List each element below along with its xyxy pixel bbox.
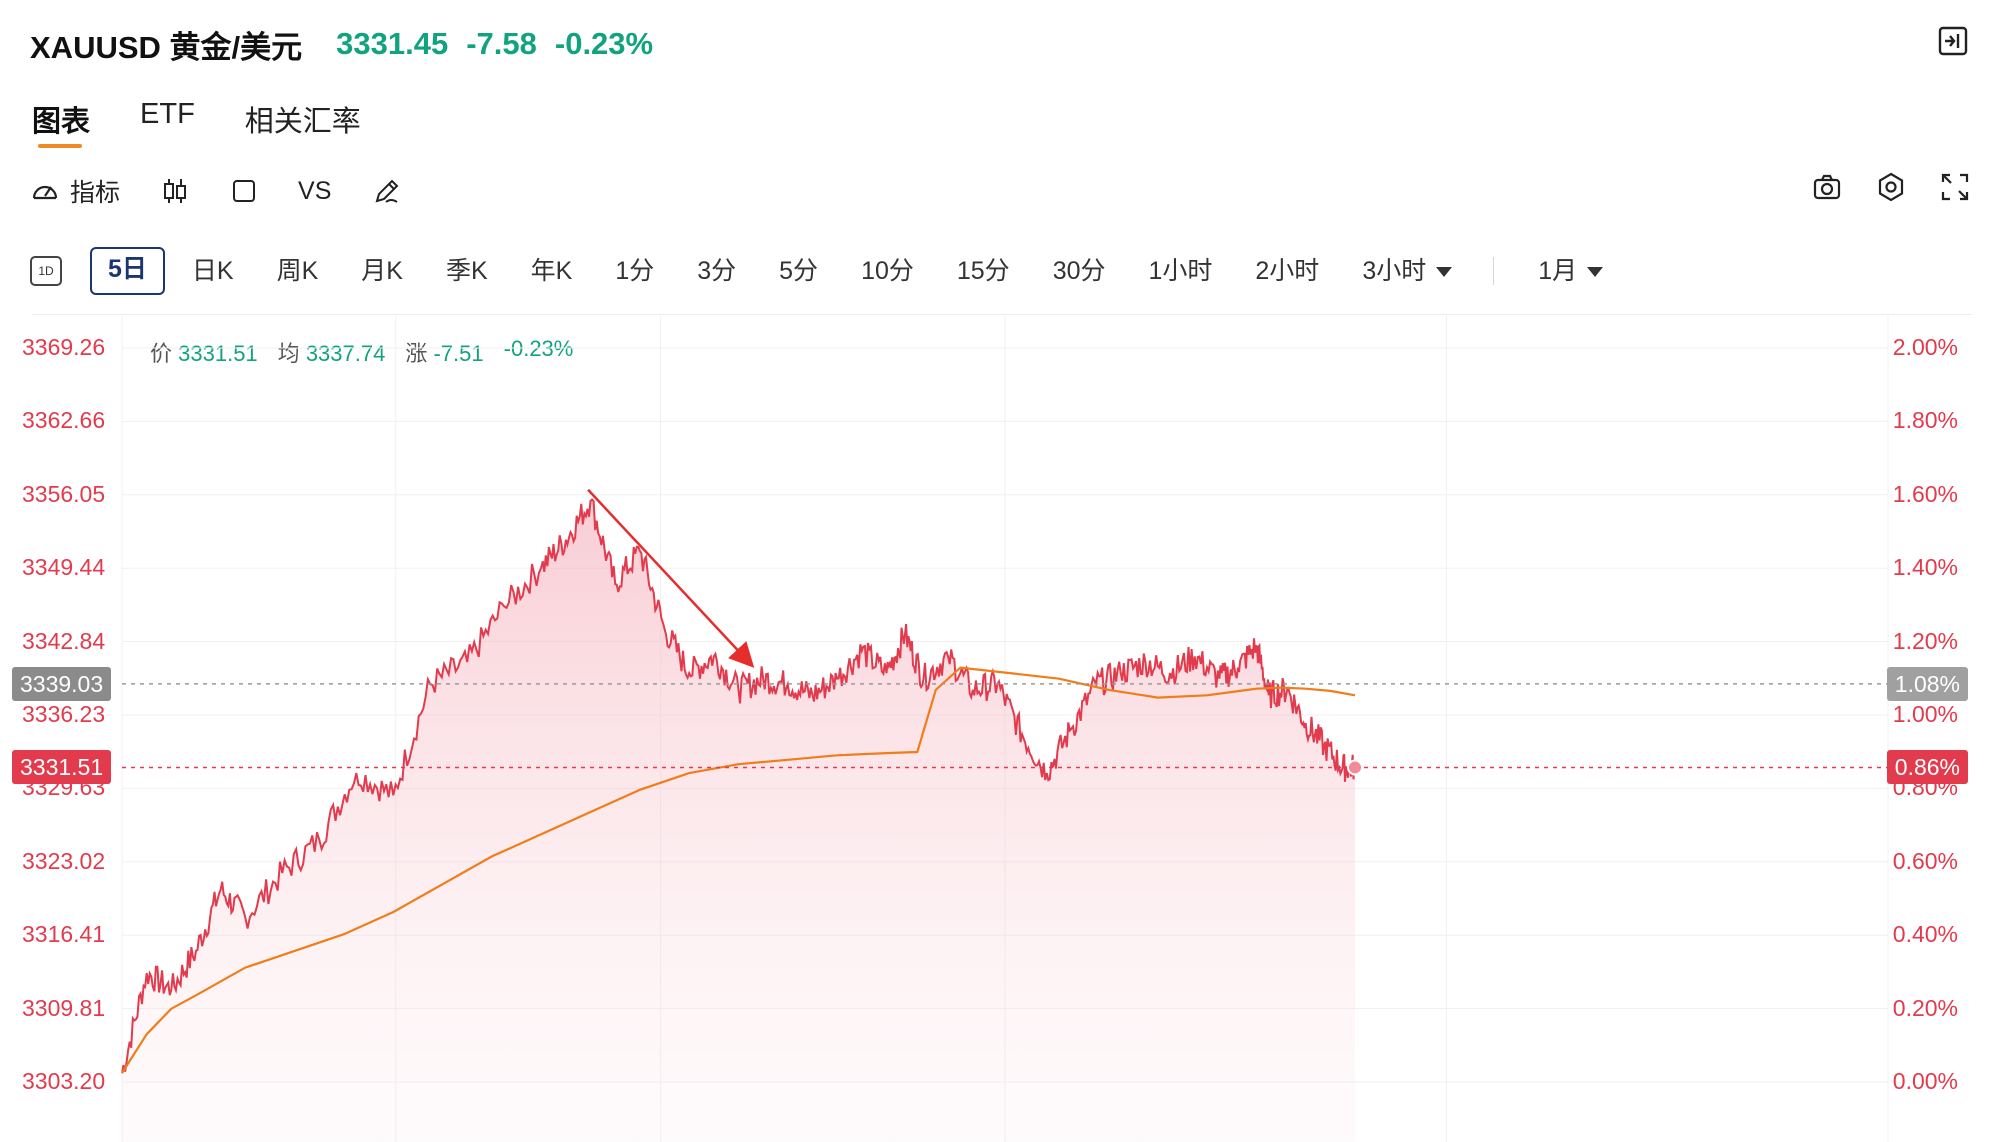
indicators-button[interactable]: 指标 [30,173,120,209]
y-tick-label-left: 3316.41 [22,921,106,948]
current-price-tag-left: 3331.51 [12,750,112,785]
y-tick-label-left: 3362.66 [22,407,106,434]
info-price-label: 价 [150,341,173,366]
price-change: -7.58 [466,26,537,61]
period-15min[interactable]: 15分 [956,257,1010,285]
average-line [121,666,1356,1074]
y-tick-label-left: 3303.20 [22,1068,106,1094]
chart-toolbar: 指标 VS [30,170,403,212]
quote-header: XAUUSD 黄金/美元 3331.45 -7.58 -0.23% [30,18,653,70]
y-tick-label-right: 0.40% [1892,921,1958,948]
period-3h-dropdown[interactable]: 3小时 [1346,249,1468,293]
period-month[interactable]: 月K [361,257,403,285]
info-chg-label: 涨 [405,341,428,366]
y-tick-label-right: 1.60% [1892,480,1958,507]
square-icon[interactable] [230,177,258,205]
y-tick-label-left: 3369.26 [22,334,106,360]
tab-related-fx[interactable]: 相关汇率 [244,106,361,138]
info-price: 价 3331.51 [150,336,258,368]
y-tick-label-left: 3349.44 [22,554,106,581]
symbol-title: XAUUSD 黄金/美元 [30,29,303,65]
period-day[interactable]: 日K [191,257,234,285]
period-5d[interactable]: 5日 [90,247,165,295]
period-2h[interactable]: 2小时 [1255,257,1320,285]
period-week[interactable]: 周K [276,257,319,285]
indicators-label: 指标 [70,179,121,207]
period-3min[interactable]: 3分 [697,257,737,285]
toolbar-divider [32,314,1972,315]
settings-icon[interactable] [1876,172,1906,202]
y-tick-label-left: 3309.81 [22,994,106,1021]
prev-close-tag-left: 3339.03 [12,666,112,701]
tab-etf[interactable]: ETF [140,98,195,130]
tab-chart[interactable]: 图表 [32,106,91,138]
current-price-tag-right: 0.86% [1886,750,1968,785]
y-tick-label-left: 3356.05 [22,480,106,507]
info-avg-value: 3337.74 [305,341,386,366]
info-avg-label: 均 [277,341,300,366]
quote-values: 3331.45 -7.58 -0.23% [336,26,653,62]
period-year[interactable]: 年K [530,257,573,285]
period-1h[interactable]: 1小时 [1148,257,1213,285]
crosshair-info: 价 3331.51 均 3337.74 涨 -7.51 -0.23% [150,336,573,368]
range-label: 1月 [1538,257,1578,285]
period-5min[interactable]: 5分 [779,257,819,285]
period-1d-icon[interactable]: 1D [30,256,62,286]
chart-series [121,488,1888,1142]
info-chg: 涨 -7.51 [405,336,483,368]
price-area-fill [122,499,1355,1142]
fullscreen-icon[interactable] [1940,172,1970,202]
chevron-down-icon [1587,267,1604,278]
last-price: 3331.45 [336,26,449,61]
period-selector: 1D 5日 日K 周K 月K 季K 年K 1分 3分 5分 10分 15分 30… [30,247,1630,295]
period-quarter[interactable]: 季K [445,257,488,285]
range-dropdown[interactable]: 1月 [1522,249,1619,293]
y-tick-label-left: 3336.23 [22,701,106,727]
period-10min[interactable]: 10分 [861,257,914,285]
y-tick-label-left: 3323.02 [22,847,106,874]
period-separator [1493,257,1495,285]
y-tick-label-right: 1.40% [1892,554,1958,581]
info-chg-value: -7.51 [433,341,484,366]
price-line [121,498,1356,1074]
gauge-icon [32,185,58,200]
chart-toolbar-right [1812,172,1970,202]
y-tick-label-right: 1.00% [1892,701,1958,727]
camera-icon[interactable] [1812,172,1842,202]
vs-button[interactable]: VS [298,176,332,205]
pen-icon[interactable] [371,175,403,207]
chevron-down-icon [1436,267,1453,278]
price-change-pct: -0.23% [554,26,654,61]
y-tick-label-right: 0.20% [1892,994,1958,1021]
y-tick-label-right: 2.00% [1892,334,1958,360]
period-3h-label: 3小时 [1362,257,1427,285]
annotation-arrow [587,488,755,668]
main-tabs: 图表 ETF 相关汇率 [32,98,361,140]
y-tick-label-right: 1.80% [1892,407,1958,434]
period-30min[interactable]: 30分 [1052,257,1106,285]
prev-close-tag-right: 1.08% [1886,666,1968,701]
current-price-dot [1347,759,1363,776]
info-price-value: 3331.51 [178,341,258,366]
active-tab-indicator [38,144,82,148]
candlestick-icon[interactable] [160,176,190,206]
y-tick-label-right: 1.20% [1892,627,1958,654]
y-tick-label-right: 0.00% [1892,1068,1958,1094]
y-tick-label-right: 0.60% [1892,847,1958,874]
info-avg: 均 3337.74 [278,336,386,368]
y-tick-label-left: 3342.84 [22,627,106,654]
period-1min[interactable]: 1分 [615,257,655,285]
collapse-panel-icon[interactable] [1938,26,1968,56]
